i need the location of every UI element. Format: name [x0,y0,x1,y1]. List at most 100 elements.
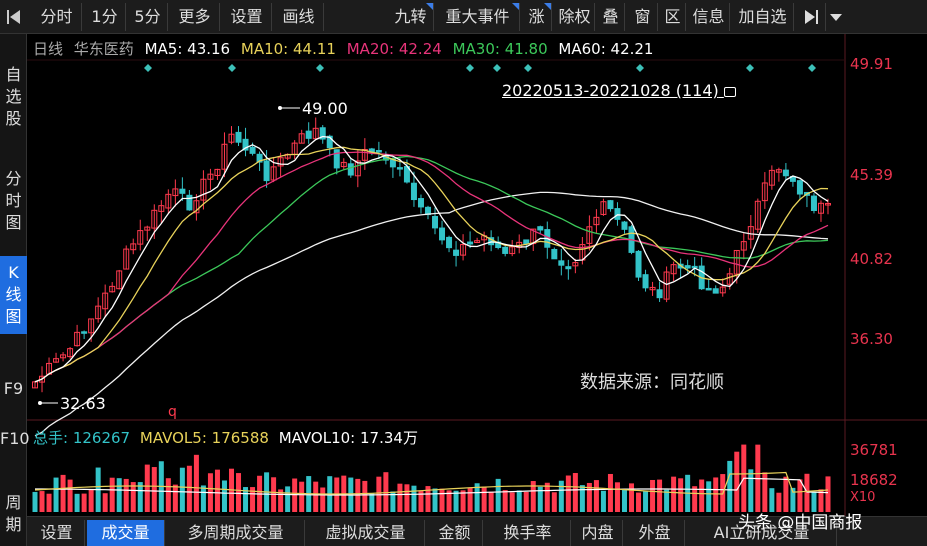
volume-bar [818,489,824,512]
mavol5-line [34,471,829,495]
volume-bar [495,478,501,512]
legend-ma5: MA5: 43.16 [144,40,231,58]
skip-back-icon[interactable] [2,3,26,31]
volume-bar [804,473,810,512]
candle-body [614,208,621,220]
toolbar-item-0[interactable]: 分时 [32,3,82,31]
volume-bar [236,473,242,512]
volume-bar [790,487,796,512]
volume-bar [636,492,642,512]
skip-forward-icon[interactable] [796,3,826,31]
event-diamond-icon [808,64,816,72]
candle-body [523,239,530,245]
candle-body [88,318,95,334]
sidebar-char: 图 [5,213,22,232]
candle-body [825,203,831,206]
toolbar-item-13[interactable]: 信息 [688,3,730,31]
toolbar-item-3[interactable]: 更多 [170,3,220,31]
volume-bar [825,476,831,512]
toolbar-item-7[interactable]: 重大事件 [436,3,520,31]
toolbar-item-1[interactable]: 1分 [84,3,126,31]
toolbar-item-2[interactable]: 5分 [128,3,168,31]
toolbar-item-4[interactable]: 设置 [222,3,272,31]
volume-bar [776,492,782,512]
volume-bar [748,469,754,512]
candle-body [256,153,263,163]
toolbar-item-10[interactable]: 叠 [597,3,625,31]
sidebar-item-5[interactable]: 周期 [0,486,27,542]
candle-body [39,375,46,383]
legend-ma60: MA60: 42.21 [558,40,654,58]
volume-bar [299,481,305,512]
range-label[interactable]: 20220513-20221028 (114) [502,81,736,100]
lock-icon[interactable] [723,87,736,97]
sidebar-item-4[interactable]: F10 [0,422,30,456]
bottom-tab-0[interactable]: 设置 [29,520,85,546]
ma60-line [34,191,829,437]
volume-bar [502,490,508,512]
sidebar-item-1[interactable]: 分时图 [0,162,27,240]
volume-bar [221,480,227,512]
volume-bar [109,477,115,512]
vol-tick-0: 36781 [850,441,898,459]
candle-body [684,265,691,269]
legend-ma30: MA30: 41.80 [452,40,548,58]
candle-body [102,292,109,310]
range-text: 20220513-20221028 (114) [502,81,719,100]
sidebar-char: 期 [5,515,22,534]
bottom-tab-8[interactable]: AI立研成交量 [687,520,837,546]
candle-body [558,260,565,266]
toolbar-item-12[interactable]: 区 [660,3,686,31]
bottom-tab-3[interactable]: 虚拟成交量 [307,520,425,546]
chevron-down-icon[interactable] [826,3,846,31]
ma10-line [34,146,829,383]
candle-body [810,195,817,212]
candle-body [586,226,593,244]
toolbar-item-8[interactable]: 涨 [522,3,552,31]
candle-body [593,216,600,226]
candle-body [565,266,572,270]
candle-body [200,178,207,201]
volume-bar [607,473,613,512]
toolbar-item-9[interactable]: 除权 [555,3,595,31]
volume-bar [285,486,291,512]
top-toolbar: 分时 1分 5分 更多 设置 画线 九转 重大事件涨除权叠窗区信息 加自选 [0,0,927,34]
candle-body [740,241,747,251]
candle-body [340,161,347,168]
bottom-tab-6[interactable]: 内盘 [573,520,623,546]
sidebar-item-3[interactable]: F9 [0,372,27,406]
event-diamond-icon [636,64,644,72]
candle-body [53,358,60,363]
toolbar-item-14[interactable]: 加自选 [732,3,794,31]
vol-total: 总手: 126267 [33,429,131,447]
toolbar-item-5[interactable]: 画线 [274,3,324,31]
toolbar-item-11[interactable]: 窗 [628,3,658,31]
candle-body [214,168,221,177]
bottom-tab-5[interactable]: 换手率 [485,520,571,546]
volume-bar [650,479,656,512]
ma5-line [34,135,829,383]
vol-tick-2: X10 [850,490,876,505]
bottom-tab-7[interactable]: 外盘 [625,520,685,546]
candle-body [600,201,607,215]
candle-body [312,127,319,140]
candle-body [621,221,628,230]
sidebar-item-0[interactable]: 自选股 [0,58,27,136]
candle-body [782,169,789,177]
volume-bar [551,492,557,512]
toolbar-item-6[interactable]: 九转 [388,3,434,31]
flag-corner-icon [544,3,551,10]
candle-body [551,248,558,260]
bottom-tab-4[interactable]: 金额 [427,520,483,546]
bottom-tab-1[interactable]: 成交量 [87,520,165,546]
bottom-tab-2[interactable]: 多周期成交量 [167,520,305,546]
volume-bar [390,491,396,512]
volume-bar [116,478,122,512]
candle-body [95,305,102,320]
volume-bar [102,493,108,512]
volume-bar [418,490,424,512]
volume-bar [474,483,480,512]
volume-bar [214,469,220,512]
